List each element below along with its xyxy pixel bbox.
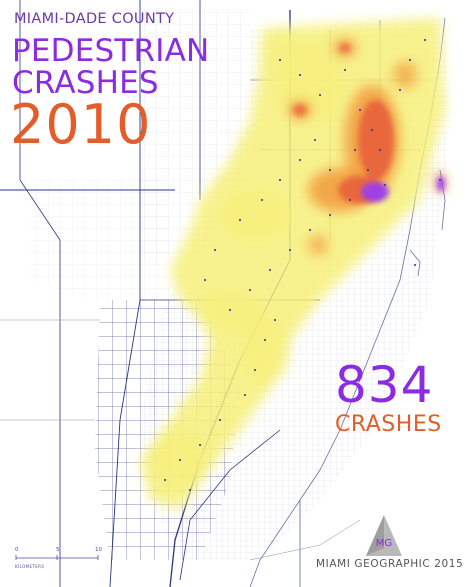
scale-units: KILOMETERS	[15, 564, 45, 569]
crash-count: 834	[335, 356, 434, 414]
title-line-1: PEDESTRIAN	[12, 33, 210, 69]
map-kicker: MIAMI-DADE COUNTY	[14, 11, 175, 27]
logo-letters: MG	[376, 538, 392, 549]
scale-tick-0: 0	[15, 547, 19, 553]
scale-bar	[15, 555, 99, 560]
logo-mark: MG	[366, 515, 402, 556]
scale-tick-10: 10	[95, 547, 102, 553]
title-line-2: CRASHES	[12, 65, 159, 101]
scale-tick-5: 5	[56, 547, 60, 553]
credit-line: MIAMI GEOGRAPHIC 2015	[316, 558, 464, 570]
title-year: 2010	[10, 93, 152, 156]
crash-points	[164, 39, 441, 491]
crash-count-unit: CRASHES	[335, 412, 442, 437]
